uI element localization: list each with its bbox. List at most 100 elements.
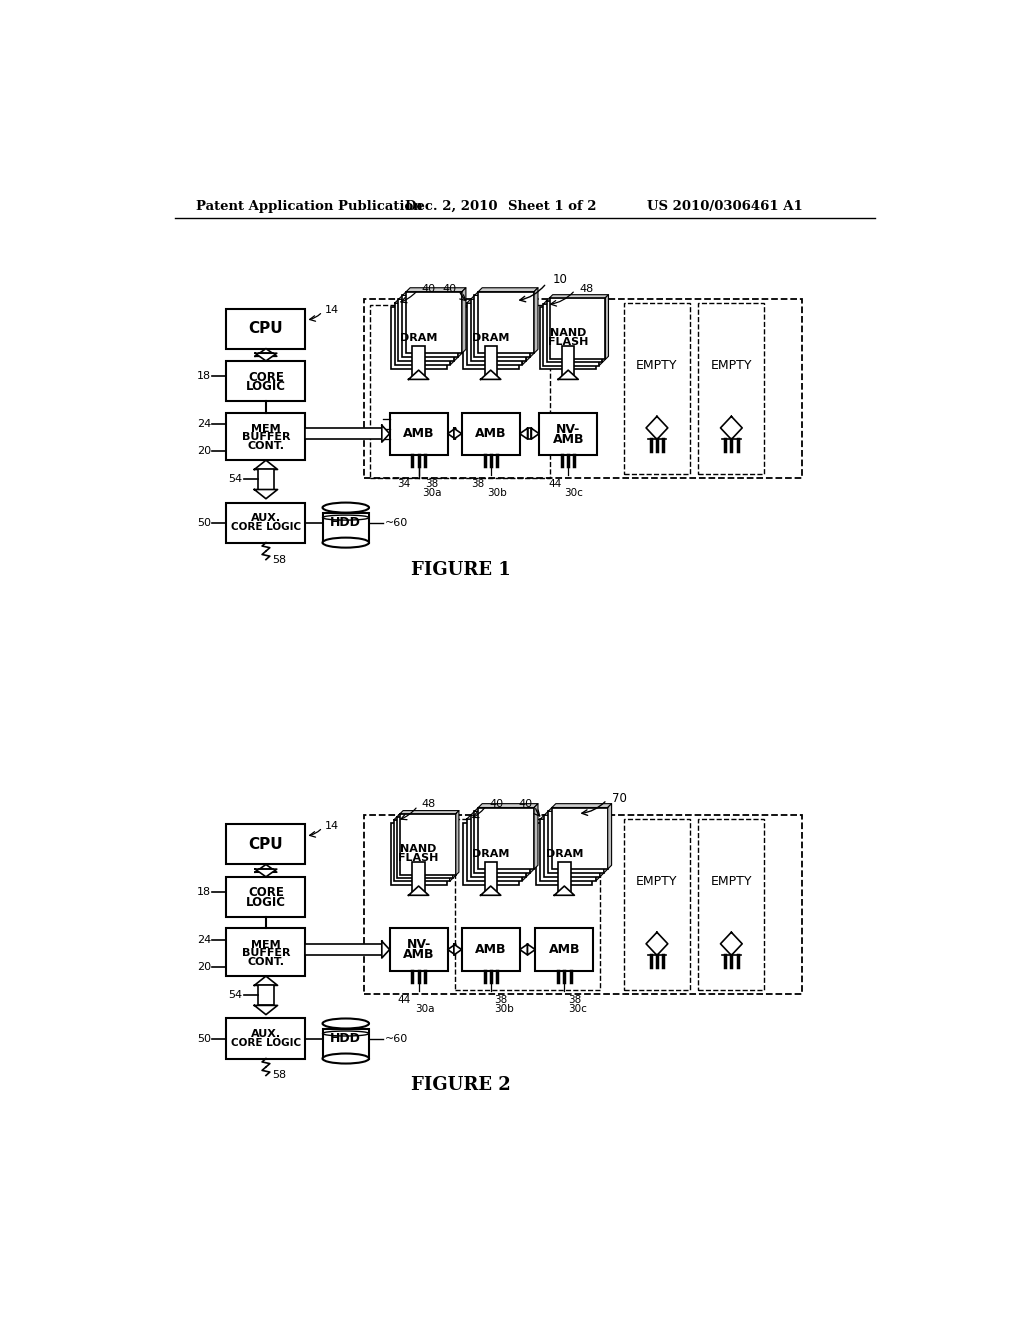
Bar — [478, 292, 535, 354]
Text: DRAM: DRAM — [472, 333, 509, 343]
Polygon shape — [254, 977, 278, 985]
Bar — [471, 300, 526, 360]
Polygon shape — [552, 804, 611, 808]
Text: AMB: AMB — [553, 433, 584, 446]
Polygon shape — [398, 296, 458, 300]
Bar — [550, 298, 605, 359]
Bar — [397, 817, 453, 878]
Text: 18: 18 — [197, 887, 211, 898]
Polygon shape — [397, 813, 456, 817]
Polygon shape — [548, 808, 607, 812]
Text: 40: 40 — [489, 800, 503, 809]
Bar — [548, 812, 604, 873]
Text: DRAM: DRAM — [546, 849, 583, 859]
Bar — [462, 413, 520, 455]
Text: 10: 10 — [553, 273, 567, 286]
Text: BUFFER: BUFFER — [242, 948, 290, 958]
Polygon shape — [520, 944, 527, 954]
Text: CORE LOGIC: CORE LOGIC — [230, 1038, 301, 1048]
Text: FLASH: FLASH — [398, 853, 439, 863]
Polygon shape — [407, 288, 466, 292]
Text: FIGURE 2: FIGURE 2 — [412, 1077, 511, 1094]
Text: HDD: HDD — [331, 516, 361, 529]
Bar — [413, 862, 425, 895]
Polygon shape — [458, 292, 462, 358]
Polygon shape — [467, 300, 526, 304]
Bar — [537, 822, 592, 884]
Polygon shape — [526, 296, 530, 360]
Bar — [323, 1028, 369, 1059]
Bar — [562, 346, 574, 379]
Bar — [541, 308, 596, 368]
Polygon shape — [605, 294, 608, 359]
Text: AMB: AMB — [402, 428, 434, 440]
Text: 70: 70 — [612, 792, 628, 805]
Bar — [467, 818, 522, 880]
Bar — [226, 928, 305, 977]
Text: CORE: CORE — [248, 887, 284, 899]
Polygon shape — [550, 294, 608, 298]
Polygon shape — [526, 812, 530, 876]
Bar — [484, 862, 497, 895]
Polygon shape — [646, 416, 668, 440]
Text: 54: 54 — [228, 474, 243, 484]
Text: Patent Application Publication: Patent Application Publication — [197, 199, 423, 213]
Bar — [474, 296, 530, 358]
Text: FIGURE 1: FIGURE 1 — [412, 561, 511, 578]
Text: EMPTY: EMPTY — [711, 875, 752, 888]
Text: LOGIC: LOGIC — [246, 380, 286, 393]
Text: 38: 38 — [425, 479, 438, 490]
Polygon shape — [450, 817, 453, 882]
Ellipse shape — [323, 503, 369, 512]
Text: CPU: CPU — [249, 321, 284, 337]
Bar — [454, 944, 456, 954]
Text: AMB: AMB — [475, 428, 507, 440]
Text: 38: 38 — [495, 995, 508, 1005]
Bar — [463, 822, 518, 884]
Polygon shape — [535, 288, 538, 354]
Ellipse shape — [323, 1019, 369, 1028]
Bar — [323, 512, 369, 543]
Polygon shape — [451, 300, 455, 364]
Bar — [698, 818, 764, 990]
Polygon shape — [604, 808, 607, 873]
Polygon shape — [607, 804, 611, 869]
Text: 30c: 30c — [568, 1005, 587, 1014]
Bar — [471, 816, 526, 876]
Bar — [389, 928, 447, 970]
Text: 50: 50 — [197, 1034, 211, 1044]
Polygon shape — [255, 348, 276, 356]
Polygon shape — [602, 298, 605, 363]
Text: DRAM: DRAM — [400, 333, 437, 343]
Polygon shape — [478, 804, 538, 808]
Polygon shape — [474, 808, 535, 812]
Polygon shape — [255, 869, 276, 876]
Polygon shape — [530, 292, 535, 358]
Text: NV-: NV- — [407, 939, 431, 952]
Bar — [365, 816, 802, 994]
Bar — [370, 305, 550, 478]
Text: 30a: 30a — [415, 1005, 434, 1014]
Text: 50: 50 — [197, 517, 211, 528]
Text: Dec. 2, 2010: Dec. 2, 2010 — [406, 199, 498, 213]
Bar — [226, 1019, 305, 1059]
Bar — [305, 944, 382, 954]
Polygon shape — [599, 301, 602, 366]
Polygon shape — [453, 813, 456, 878]
Bar — [226, 503, 305, 543]
Polygon shape — [474, 292, 535, 296]
Bar — [474, 812, 530, 873]
Text: 58: 58 — [272, 554, 287, 565]
Text: 30b: 30b — [495, 1005, 514, 1014]
Text: US 2010/0306461 A1: US 2010/0306461 A1 — [647, 199, 803, 213]
Polygon shape — [554, 886, 574, 895]
Text: 48: 48 — [422, 800, 436, 809]
Bar — [258, 470, 273, 490]
Bar — [540, 413, 597, 455]
Bar — [558, 862, 570, 895]
Bar — [394, 820, 450, 882]
Bar — [394, 304, 451, 364]
Ellipse shape — [323, 1053, 369, 1064]
Polygon shape — [544, 301, 602, 304]
Polygon shape — [409, 886, 429, 895]
